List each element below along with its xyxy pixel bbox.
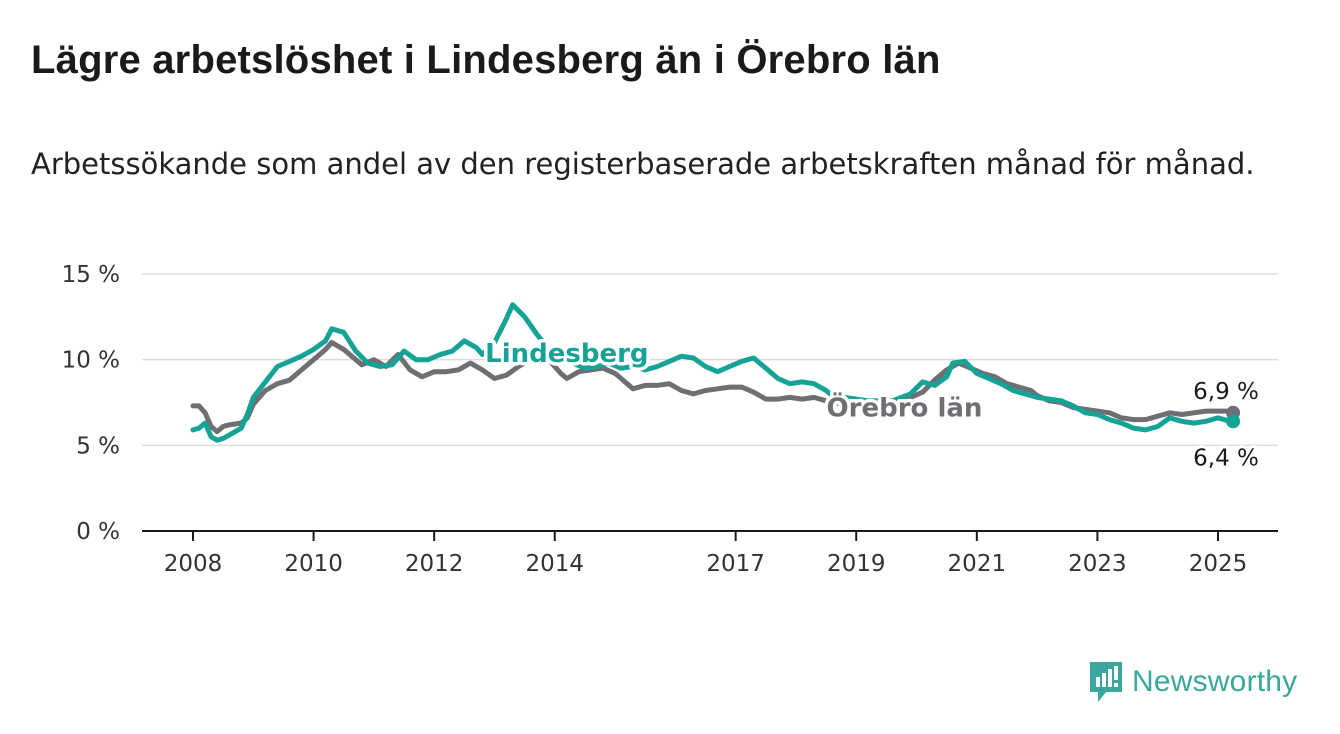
- y-tick-label: 5 %: [76, 433, 120, 459]
- x-tick-label: 2014: [525, 551, 584, 577]
- page-title: Lägre arbetslöshet i Lindesberg än i Öre…: [31, 38, 941, 82]
- end-value-label: 6,4 %: [1193, 445, 1259, 471]
- x-tick-label: 2025: [1189, 551, 1248, 577]
- y-tick-label: 10 %: [62, 348, 120, 374]
- x-tick-label: 2017: [706, 551, 765, 577]
- series-labels: Lindesberg Örebro län 6,9 % 6,4 %: [482, 335, 1262, 474]
- newsworthy-logo-icon: [1090, 662, 1122, 702]
- x-tick-label: 2023: [1068, 551, 1127, 577]
- series-end-point: [1226, 414, 1241, 429]
- chart-subtitle: Arbetssökande som andel av den registerb…: [31, 147, 1255, 181]
- series-line--rebro-l-n: [190, 340, 1236, 435]
- x-tick-label: 2012: [405, 551, 464, 577]
- end-value-label: 6,9 %: [1193, 379, 1259, 405]
- x-tick-label: 2019: [827, 551, 886, 577]
- series-line-lindesberg: [190, 302, 1236, 443]
- x-tick-label: 2021: [948, 551, 1007, 577]
- series-annotation: Lindesberg: [485, 339, 648, 369]
- grid-lines: [142, 273, 1278, 447]
- y-tick-label: 15 %: [62, 262, 120, 288]
- y-tick-label: 0 %: [76, 519, 120, 545]
- axes: 0 % 5 % 10 % 15 % 2008 2010 2012 2014 2017 2019 20…: [62, 262, 1278, 577]
- brand[interactable]: Newsworthy: [1088, 660, 1297, 704]
- x-tick-label: 2010: [284, 551, 343, 577]
- x-tick-label: 2008: [164, 551, 223, 577]
- brand-name: Newsworthy: [1132, 665, 1298, 698]
- series-annotation: Örebro län: [827, 391, 983, 424]
- series-lines: [190, 302, 1241, 443]
